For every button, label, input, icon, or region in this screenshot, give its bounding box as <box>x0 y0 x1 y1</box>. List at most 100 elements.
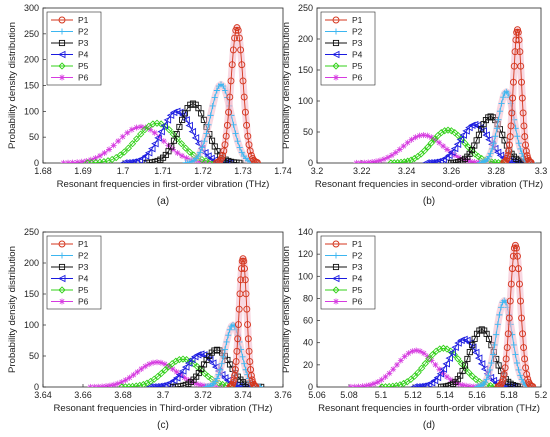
x-tick-label: 5.08 <box>340 390 358 400</box>
data-point <box>441 127 449 135</box>
data-point <box>161 361 168 368</box>
legend-box <box>320 11 376 86</box>
data-point <box>496 311 503 318</box>
data-point <box>517 145 524 152</box>
data-point <box>250 381 258 387</box>
data-point <box>394 361 400 368</box>
data-point <box>510 341 517 348</box>
data-point <box>515 265 522 273</box>
legend-item: P5 <box>51 61 89 71</box>
data-point <box>186 148 194 156</box>
legend-box <box>46 235 102 310</box>
data-point <box>125 383 133 387</box>
legend-marker <box>332 240 340 248</box>
data-point <box>174 149 181 156</box>
data-point <box>99 383 106 387</box>
data-point <box>400 158 408 163</box>
data-point <box>440 143 447 150</box>
data-point <box>428 134 435 141</box>
data-point <box>525 156 533 163</box>
data-point <box>425 355 433 363</box>
data-point <box>373 158 380 163</box>
data-point <box>517 372 524 379</box>
data-point <box>169 365 176 372</box>
data-point <box>222 346 228 353</box>
data-point <box>151 139 159 148</box>
data-point <box>248 376 256 384</box>
legend-item: P3 <box>325 38 363 48</box>
data-point <box>490 140 497 147</box>
data-point <box>124 129 131 136</box>
data-point <box>154 134 162 142</box>
data-point <box>491 341 498 348</box>
data-point <box>132 135 141 143</box>
data-point <box>237 276 245 284</box>
data-point <box>413 382 421 387</box>
data-point <box>126 158 134 163</box>
data-point <box>436 345 444 353</box>
y-tick-label: 250 <box>24 29 39 39</box>
data-point <box>154 372 162 381</box>
data-point <box>509 94 517 102</box>
data-point <box>157 369 166 378</box>
data-point <box>225 332 232 339</box>
data-point <box>526 158 534 163</box>
data-point <box>459 131 467 139</box>
y-tick-label: 150 <box>24 81 39 91</box>
data-point <box>388 152 395 159</box>
data-point <box>226 93 234 101</box>
legend-label: P1 <box>78 239 89 249</box>
legend-label: P2 <box>352 27 363 37</box>
data-point <box>502 355 510 363</box>
data-point <box>467 158 474 163</box>
x-tick-label: 5.18 <box>500 390 518 400</box>
y-tick-label: 200 <box>298 34 313 44</box>
data-point <box>231 366 239 374</box>
x-tick-label: 3.72 <box>194 390 212 400</box>
data-point <box>518 314 525 322</box>
data-point <box>506 133 514 141</box>
data-point <box>498 304 504 311</box>
legend-label: P4 <box>78 50 89 60</box>
data-point <box>103 383 110 387</box>
data-point <box>227 382 235 387</box>
data-point <box>523 152 531 159</box>
legend-box <box>320 235 376 310</box>
data-point <box>238 61 246 69</box>
data-point <box>510 62 518 70</box>
data-point <box>445 151 453 160</box>
data-point <box>430 376 439 385</box>
data-point <box>405 350 412 357</box>
data-point <box>506 297 514 305</box>
data-point <box>230 121 237 128</box>
legend-label: P5 <box>78 61 89 71</box>
data-point <box>169 376 178 385</box>
data-point <box>191 134 200 142</box>
data-point <box>520 344 528 352</box>
data-point <box>433 373 442 382</box>
data-point <box>247 372 255 380</box>
data-point <box>436 366 443 373</box>
data-point <box>235 34 243 42</box>
data-point <box>179 152 186 159</box>
data-point <box>397 357 404 364</box>
data-point <box>236 144 243 151</box>
legend-marker <box>333 28 339 35</box>
data-point <box>157 127 165 136</box>
data-point <box>100 158 108 163</box>
data-point <box>486 153 493 160</box>
data-point <box>178 367 187 375</box>
data-point <box>374 379 381 386</box>
data-point <box>136 381 144 387</box>
data-point <box>244 132 252 140</box>
data-point <box>407 375 415 383</box>
x-tick-label: 3.3 <box>535 166 548 176</box>
data-point <box>241 360 248 367</box>
data-point <box>427 379 436 387</box>
data-point <box>128 126 135 133</box>
data-point <box>154 382 163 387</box>
data-point <box>161 366 169 374</box>
series-p1 <box>226 255 260 387</box>
data-point <box>493 331 500 338</box>
